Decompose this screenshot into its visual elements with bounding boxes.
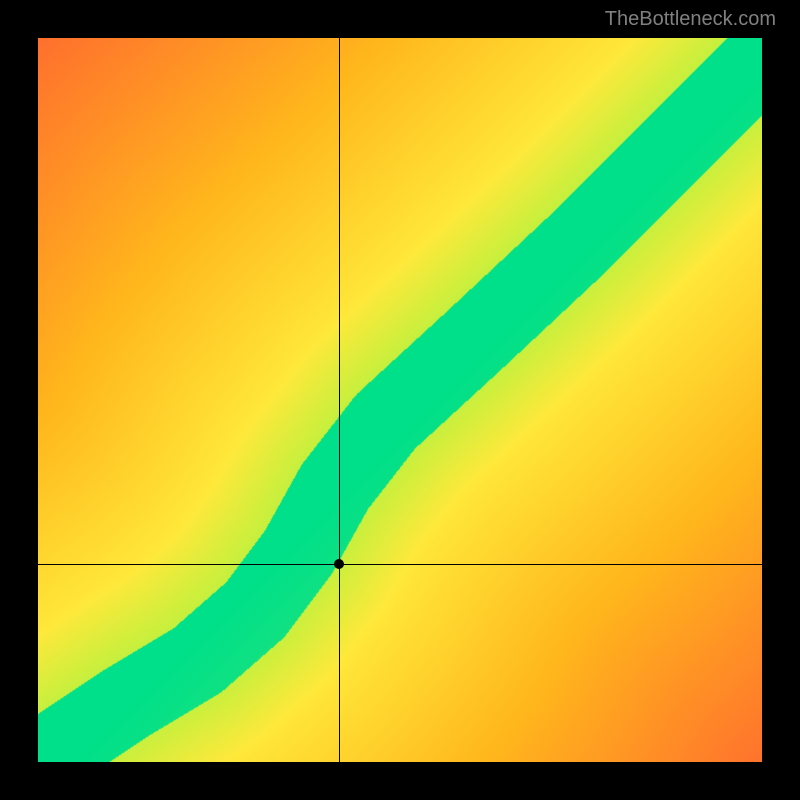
heatmap-canvas xyxy=(38,38,762,762)
bottleneck-heatmap xyxy=(38,38,762,762)
crosshair-marker xyxy=(334,559,344,569)
crosshair-horizontal xyxy=(38,564,762,565)
watermark-text: TheBottleneck.com xyxy=(605,8,776,31)
crosshair-vertical xyxy=(339,38,340,762)
